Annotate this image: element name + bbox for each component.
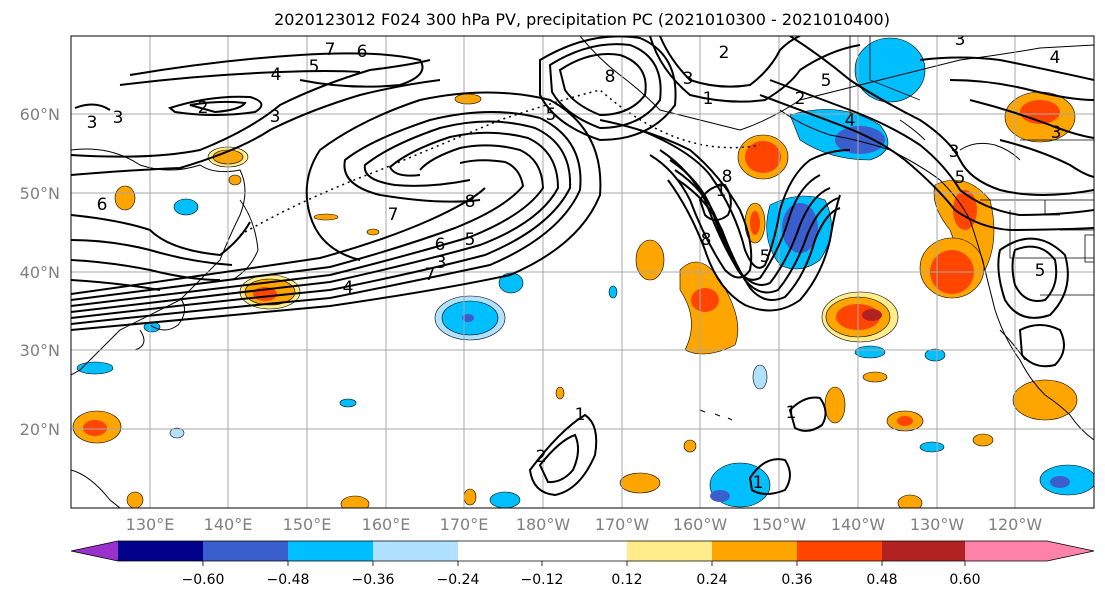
colorbar-bin (627, 541, 712, 561)
colorbar: −0.60 −0.48 −0.36 −0.24 −0.12 0.12 0.24 … (70, 540, 1095, 588)
contour-label: 3 (436, 253, 447, 273)
dateline (239, 89, 761, 236)
contour-labels: 7 6 5 4 3 2 3 3 6 7 8 6 5 4 3 7 1 3 8 5 (87, 30, 1062, 493)
contour-label: 5 (955, 168, 966, 188)
lon-label: 130°E (126, 515, 175, 534)
contour-label: 3 (683, 69, 694, 89)
colorbar-extend-min (71, 541, 118, 561)
colorbar-tick-label: −0.48 (267, 572, 310, 588)
contour-label: 5 (546, 105, 557, 125)
colorbar-tick-label: 0.60 (949, 572, 980, 588)
colorbar-bin (542, 541, 627, 561)
lat-label: 40°N (20, 263, 60, 282)
lon-label: 140°E (204, 515, 253, 534)
colorbar-tick-label: −0.12 (521, 572, 564, 588)
contour-label: 1 (575, 405, 586, 425)
colorbar-tick-label: −0.36 (352, 572, 395, 588)
pv-contours (71, 36, 1094, 497)
contour-label: 3 (955, 30, 966, 50)
contour-label: 2 (536, 447, 547, 467)
contour-label: 8 (465, 192, 476, 212)
contour-label: 1 (716, 181, 727, 201)
contour-label: 3 (113, 108, 124, 128)
contour-label: 2 (795, 89, 806, 109)
lon-label: 160°W (673, 515, 728, 534)
lon-label: 150°W (752, 515, 807, 534)
contour-label: 4 (343, 278, 354, 298)
colorbar-tick-label: −0.24 (437, 572, 480, 588)
lat-label: 60°N (20, 105, 60, 124)
contour-label: 3 (270, 107, 281, 127)
colorbar-bin (458, 541, 542, 561)
contour-label: 3 (1051, 123, 1062, 143)
contour-label: 2 (198, 98, 209, 118)
contour-label: 5 (821, 71, 832, 91)
lon-label: 180°W (516, 515, 571, 534)
colorbar-bin (797, 541, 882, 561)
lon-label: 170°W (595, 515, 650, 534)
colorbar-tick-label: 0.12 (611, 572, 642, 588)
contour-label: 6 (97, 195, 108, 215)
longitude-labels: 130°E 140°E 150°E 160°E 170°E 180°W 170°… (126, 515, 1043, 534)
lat-label: 30°N (20, 341, 60, 360)
contour-label: 1 (753, 473, 764, 493)
lon-label: 120°W (988, 515, 1043, 534)
contour-label: 8 (605, 67, 616, 87)
lon-label: 160°E (362, 515, 411, 534)
contour-label: 3 (87, 113, 98, 133)
colorbar-bin (712, 541, 797, 561)
colorbar-tick-label: 0.36 (781, 572, 812, 588)
contour-label: 8 (722, 167, 733, 187)
contour-label: 6 (357, 42, 368, 62)
contour-label: 5 (1035, 261, 1046, 281)
contour-label: 7 (325, 40, 336, 60)
colorbar-tick-label: −0.60 (182, 572, 225, 588)
contour-label: 4 (845, 111, 856, 131)
latitude-labels: 60°N 50°N 40°N 30°N 20°N (20, 105, 60, 439)
contour-label: 2 (719, 43, 730, 63)
map-title: 2020123012 F024 300 hPa PV, precipitatio… (274, 10, 890, 29)
colorbar-extend-max (965, 541, 1094, 561)
contour-label: 6 (435, 235, 446, 255)
colorbar-tick-label: 0.48 (866, 572, 897, 588)
contour-label: 5 (465, 230, 476, 250)
contour-label: 4 (1050, 48, 1061, 68)
map-panel: 7 6 5 4 3 2 3 3 6 7 8 6 5 4 3 7 1 3 8 5 (70, 30, 1095, 509)
colorbar-bin (373, 541, 458, 561)
colorbar-bin (882, 541, 965, 561)
lat-label: 20°N (20, 420, 60, 439)
contour-label: 4 (271, 65, 282, 85)
lon-label: 140°W (831, 515, 886, 534)
lon-label: 170°E (440, 515, 489, 534)
lon-label: 150°E (283, 515, 332, 534)
contour-label: 3 (949, 142, 960, 162)
colorbar-bin (118, 541, 203, 561)
contour-label: 1 (786, 403, 797, 423)
colorbar-tick-label: 0.24 (696, 572, 727, 588)
lat-label: 50°N (20, 184, 60, 203)
contour-label: 8 (701, 230, 712, 250)
colorbar-bin (203, 541, 288, 561)
contour-label: 5 (760, 247, 771, 267)
contour-label: 7 (388, 205, 399, 225)
lon-label: 130°W (910, 515, 965, 534)
colorbar-bin (288, 541, 373, 561)
contour-label: 7 (425, 265, 436, 285)
contour-label: 5 (309, 57, 320, 77)
contour-label: 1 (703, 89, 714, 109)
